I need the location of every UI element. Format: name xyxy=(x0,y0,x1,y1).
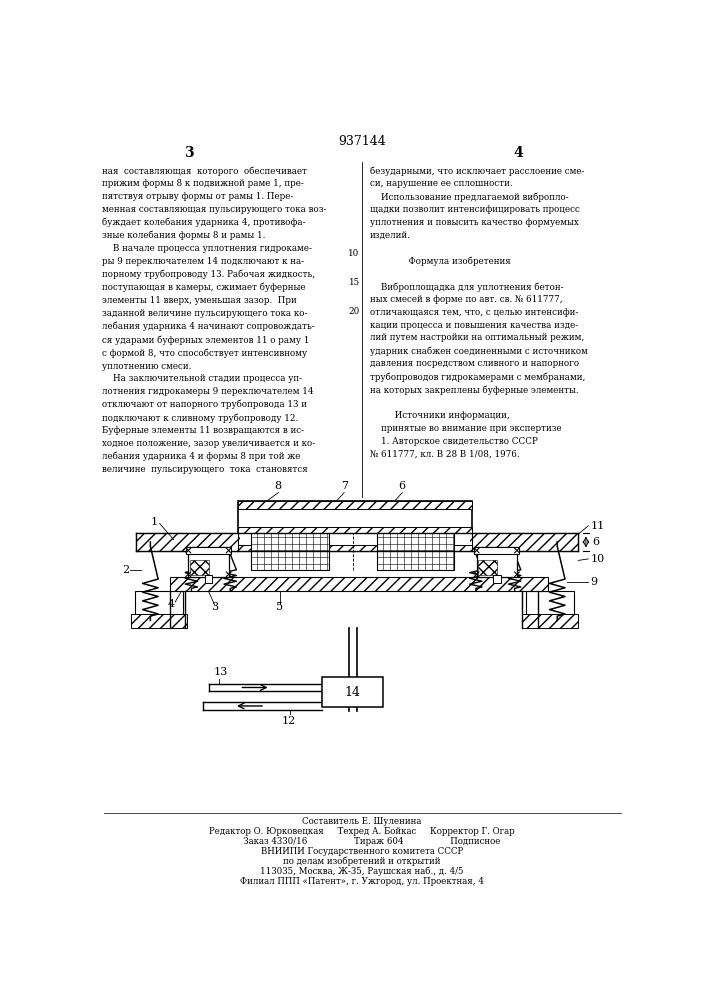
Text: 12: 12 xyxy=(281,716,296,726)
Bar xyxy=(170,577,548,591)
Text: 1: 1 xyxy=(151,517,158,527)
Bar xyxy=(493,575,501,583)
Text: 5: 5 xyxy=(276,602,284,612)
Text: Составитель Е. Шуленина: Составитель Е. Шуленина xyxy=(303,817,421,826)
Bar xyxy=(477,547,517,577)
Text: безударными, что исключает расслоение сме-
си, нарушение ее сплошности.
    Испо: безударными, что исключает расслоение см… xyxy=(370,166,588,458)
Bar xyxy=(238,501,472,509)
Text: по делам изобретений и открытий: по делам изобретений и открытий xyxy=(284,857,440,866)
Text: 937144: 937144 xyxy=(338,135,386,148)
Text: 2: 2 xyxy=(122,565,129,575)
Text: 15: 15 xyxy=(349,278,360,287)
Bar xyxy=(238,527,472,533)
Text: 11: 11 xyxy=(590,521,604,531)
Bar xyxy=(526,591,574,620)
Text: Филиал ППП «Патент», г. Ужгород, ул. Проектная, 4: Филиал ППП «Патент», г. Ужгород, ул. Про… xyxy=(240,877,484,886)
Bar xyxy=(377,507,454,570)
Text: Заказ 4330/16                 Тираж 604                 Подписное: Заказ 4330/16 Тираж 604 Подписное xyxy=(223,837,500,846)
Text: 4: 4 xyxy=(168,599,175,609)
Bar xyxy=(472,533,578,551)
Text: 3: 3 xyxy=(211,602,218,612)
Text: 7: 7 xyxy=(341,481,348,491)
Bar xyxy=(190,560,209,575)
Text: 6: 6 xyxy=(399,481,406,491)
Text: ВНИИПИ Государственного комитета СССР: ВНИИПИ Государственного комитета СССР xyxy=(261,847,463,856)
Bar xyxy=(131,614,187,628)
Text: 3: 3 xyxy=(185,146,194,160)
Bar xyxy=(188,547,228,577)
Text: 14: 14 xyxy=(344,686,361,699)
Text: 13: 13 xyxy=(214,667,228,677)
Bar xyxy=(136,533,238,551)
Text: 9: 9 xyxy=(590,577,597,587)
Bar xyxy=(478,560,497,575)
Bar xyxy=(238,545,472,551)
Text: 4: 4 xyxy=(513,146,523,160)
Text: ная  составляющая  которого  обеспечивает
прижим формы 8 к подвижной раме 1, пре: ная составляющая которого обеспечивает п… xyxy=(103,166,327,474)
Bar xyxy=(322,677,383,707)
Text: 6: 6 xyxy=(592,537,600,547)
Bar xyxy=(204,575,212,583)
Text: 8: 8 xyxy=(275,481,282,491)
Text: Редактор О. Юрковецкая     Техред А. Бойкас     Корректор Г. Огар: Редактор О. Юрковецкая Техред А. Бойкас … xyxy=(209,827,515,836)
Bar xyxy=(238,501,472,533)
Bar xyxy=(135,591,183,620)
Text: 20: 20 xyxy=(349,307,360,316)
Bar xyxy=(251,507,329,570)
Text: 10: 10 xyxy=(349,249,360,258)
Bar xyxy=(186,547,231,554)
Text: 113035, Москва, Ж-35, Раушская наб., д. 4/5: 113035, Москва, Ж-35, Раушская наб., д. … xyxy=(260,867,464,876)
Text: 10: 10 xyxy=(590,554,604,564)
Bar xyxy=(522,614,578,628)
Bar xyxy=(240,534,470,550)
Bar xyxy=(136,533,578,551)
Bar xyxy=(474,547,519,554)
